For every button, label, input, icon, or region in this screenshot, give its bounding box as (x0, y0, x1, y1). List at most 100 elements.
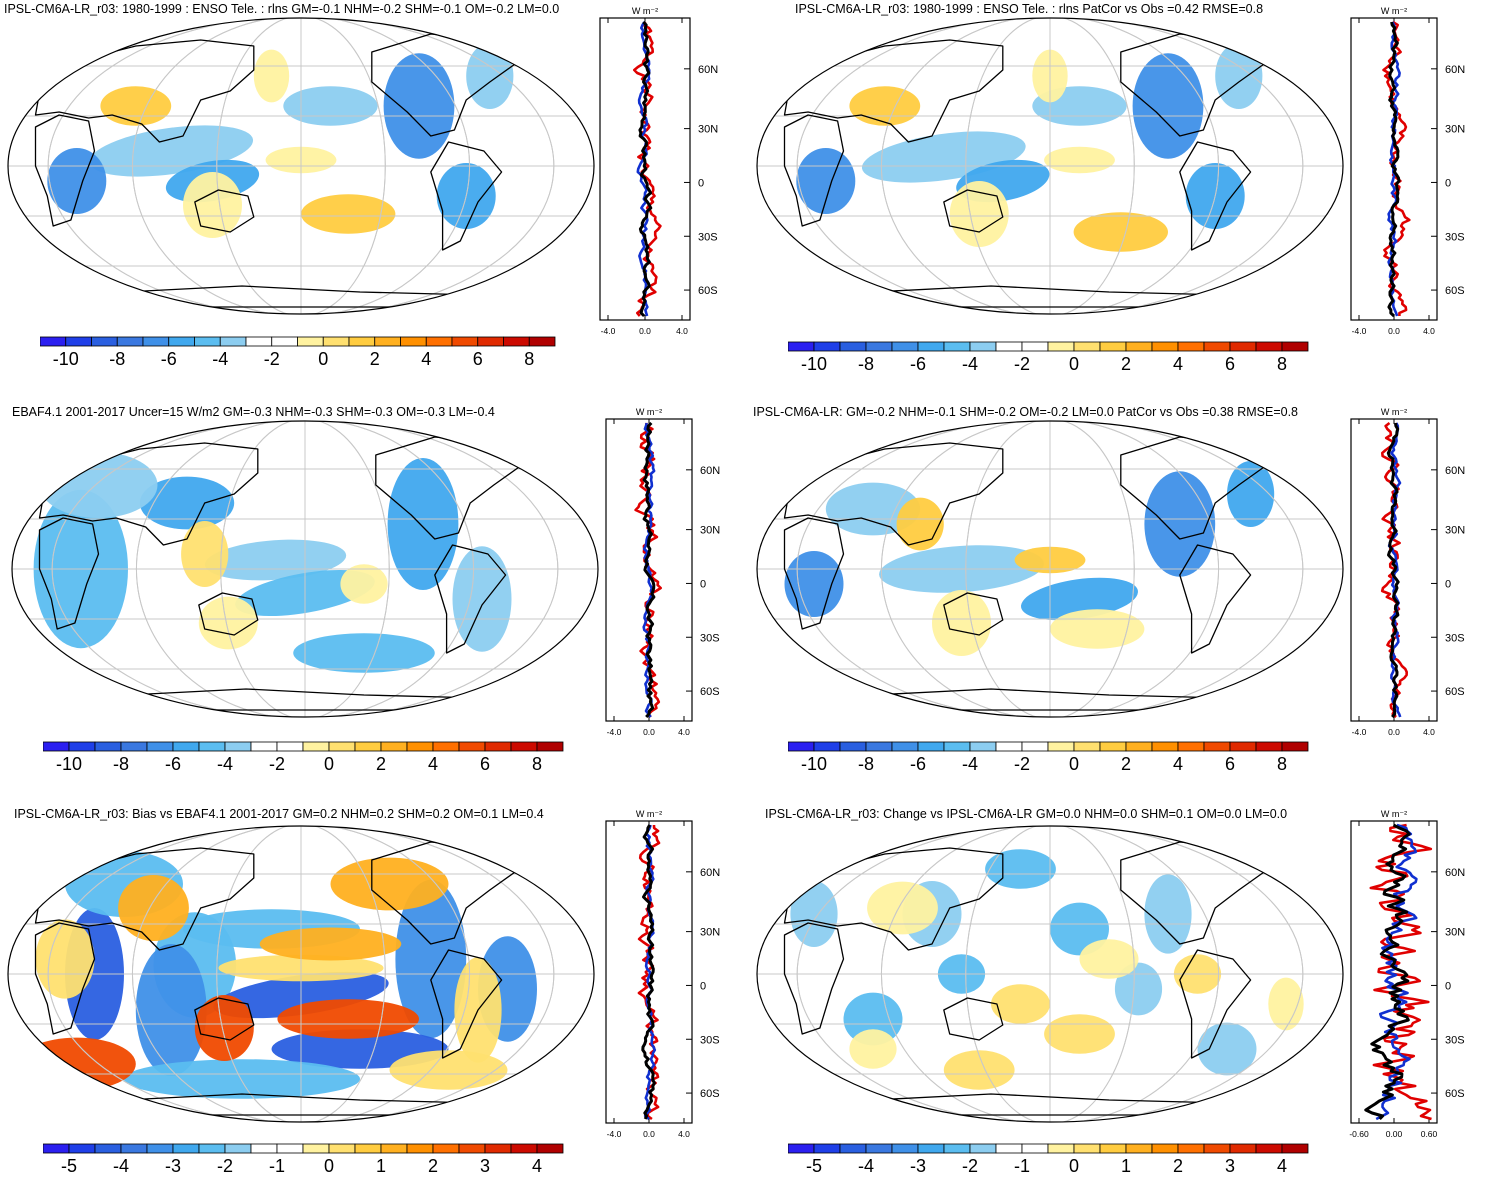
colorbar-swatch (116, 336, 144, 347)
colorbar-swatch (245, 336, 273, 347)
zonal-mean-plot: W m⁻² 60N 30N 0 30S 60S -4.0 0.0 4.0 (1350, 6, 1465, 336)
colorbar-tick-label: -4 (113, 1156, 129, 1176)
colorbar-swatch (120, 1143, 148, 1154)
colorbar-tick-label: 0 (1069, 354, 1079, 374)
lat-tick-label: 60S (700, 686, 720, 698)
colorbar-swatch (380, 741, 408, 752)
world-map (756, 17, 1344, 315)
lat-tick-label: 60N (1445, 867, 1465, 879)
panel-3: EBAF4.1 2001-2017 Uncer=15 W/m2 GM=-0.3 … (0, 403, 744, 795)
colorbar: -5-4-3-2-1012345 (43, 1143, 564, 1176)
colorbar-swatch (917, 741, 945, 752)
colorbar-swatch (68, 1143, 96, 1154)
colorbar-swatch (503, 336, 530, 347)
colorbar-swatch (354, 741, 382, 752)
colorbar-swatch (194, 336, 221, 347)
lat-tick-label: 60N (1445, 64, 1465, 76)
colorbar-swatch (146, 1143, 174, 1154)
colorbar-tick-label: 2 (428, 1156, 438, 1176)
colorbar-swatch (839, 741, 867, 752)
colorbar-tick-label: 4 (1277, 1156, 1287, 1176)
colorbar-swatch (458, 1143, 486, 1154)
colorbar-swatch (302, 741, 330, 752)
colorbar-swatch (1047, 1143, 1075, 1154)
colorbar-swatch (432, 741, 460, 752)
colorbar-swatch (891, 1143, 919, 1154)
zonal-x-tick-label: -4.0 (607, 1129, 622, 1139)
colorbar-swatch (146, 741, 174, 752)
zonal-x-tick-label: 4.0 (678, 727, 690, 737)
colorbar-swatch (406, 1143, 434, 1154)
lat-tick-label: 30N (1445, 124, 1465, 136)
colorbar-swatch (1073, 741, 1101, 752)
colorbar-tick-label: 2 (1121, 354, 1131, 374)
colorbar-swatch (995, 1143, 1023, 1154)
world-map (756, 825, 1344, 1123)
colorbar-tick-label: -8 (858, 754, 874, 774)
colorbar-swatch (536, 1143, 564, 1154)
zonal-unit-label: W m⁻² (1381, 407, 1407, 417)
panel-1: IPSL-CM6A-LR_r03: 1980-1999 : ENSO Tele.… (0, 0, 744, 392)
panel-title: IPSL-CM6A-LR_r03: 1980-1999 : ENSO Tele.… (4, 2, 560, 16)
colorbar-swatch (1073, 341, 1101, 352)
colorbar-swatch (1151, 741, 1179, 752)
colorbar: -10-8-6-4-20246810 (788, 741, 1309, 774)
zonal-x-tick-label: 4.0 (1423, 326, 1435, 336)
panel-5: IPSL-CM6A-LR_r03: Bias vs EBAF4.1 2001-2… (0, 805, 744, 1197)
colorbar-tick-label: 0 (1069, 1156, 1079, 1176)
zonal-x-tick-label: 0.00 (1386, 1129, 1403, 1139)
lat-tick-label: 30N (1445, 525, 1465, 537)
colorbar-tick-label: 6 (1225, 754, 1235, 774)
colorbar-swatch (943, 1143, 971, 1154)
colorbar-swatch (788, 341, 815, 352)
colorbar-swatch (1229, 741, 1257, 752)
zonal-x-tick-label: -4.0 (1352, 326, 1367, 336)
colorbar-swatch (865, 1143, 893, 1154)
colorbar-swatch (1125, 1143, 1153, 1154)
colorbar-swatch (276, 1143, 304, 1154)
colorbar-swatch (406, 741, 434, 752)
lat-tick-label: 0 (1445, 578, 1451, 590)
zonal-unit-label: W m⁻² (1381, 6, 1407, 16)
colorbar-swatch (328, 741, 356, 752)
colorbar-swatch (322, 336, 350, 347)
colorbar-swatch (1177, 1143, 1205, 1154)
colorbar-tick-label: -2 (962, 1156, 978, 1176)
colorbar-swatch (1203, 741, 1231, 752)
colorbar-tick-label: 2 (370, 349, 380, 369)
lat-tick-label: 30S (1445, 1034, 1465, 1046)
zonal-x-tick-label: 0.0 (643, 1129, 655, 1139)
panel-title: IPSL-CM6A-LR_r03: Bias vs EBAF4.1 2001-2… (14, 807, 544, 821)
colorbar-swatch (400, 336, 427, 347)
zonal-x-tick-label: -0.60 (1349, 1129, 1369, 1139)
colorbar-tick-label: 6 (1225, 354, 1235, 374)
zonal-x-tick-label: 4.0 (1423, 727, 1435, 737)
zonal-x-tick-label: 4.0 (676, 326, 688, 336)
colorbar-swatch (1255, 1143, 1283, 1154)
colorbar-tick-label: 6 (473, 349, 483, 369)
colorbar-swatch (120, 741, 148, 752)
colorbar-tick-label: -2 (264, 349, 280, 369)
zonal-mean-plot: W m⁻² 60N 30N 0 30S 60S -4.0 0.0 4.0 (605, 809, 720, 1139)
lat-tick-label: 30S (700, 632, 720, 644)
colorbar-tick-label: 4 (428, 754, 438, 774)
zonal-mean-plot: W m⁻² 60N 30N 0 30S 60S -4.0 0.0 4.0 (1350, 407, 1465, 737)
lat-tick-label: 0 (1445, 980, 1451, 992)
colorbar-swatch (1047, 341, 1075, 352)
colorbar-swatch (1255, 741, 1283, 752)
lat-tick-label: 30N (700, 927, 720, 939)
colorbar-swatch (865, 341, 893, 352)
colorbar-swatch (302, 1143, 330, 1154)
colorbar-swatch (354, 1143, 382, 1154)
colorbar-swatch (1021, 1143, 1049, 1154)
zonal-x-tick-label: -4.0 (607, 727, 622, 737)
colorbar-swatch (839, 1143, 867, 1154)
panel-title: IPSL-CM6A-LR_r03: Change vs IPSL-CM6A-LR… (765, 807, 1288, 821)
colorbar-swatch (65, 336, 92, 347)
colorbar-tick-label: -8 (113, 754, 129, 774)
colorbar-swatch (374, 336, 401, 347)
colorbar-swatch (224, 741, 252, 752)
world-map (7, 17, 595, 315)
lat-tick-label: 0 (700, 578, 706, 590)
panel-title: EBAF4.1 2001-2017 Uncer=15 W/m2 GM=-0.3 … (12, 405, 495, 419)
